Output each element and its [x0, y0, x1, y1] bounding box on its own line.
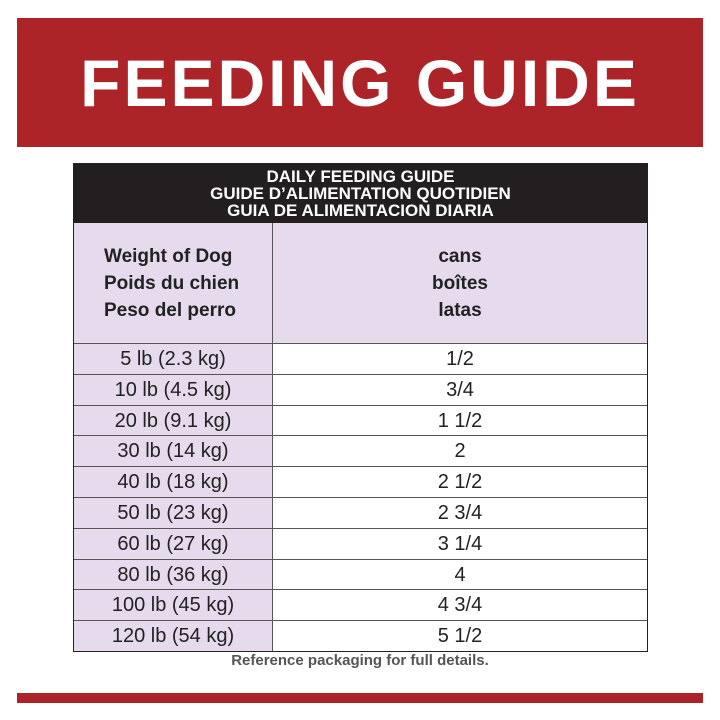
weight-cell: 30 lb (14 kg) — [74, 436, 273, 467]
amount-cell: 4 — [273, 559, 647, 590]
table-body: 5 lb (2.3 kg) 1/2 10 lb (4.5 kg) 3/4 20 lb (… — [74, 344, 647, 651]
table-row: 20 lb (9.1 kg) 1 1/2 — [74, 405, 647, 437]
header-line: Peso del perro — [104, 299, 236, 321]
weight-cell: 20 lb (9.1 kg) — [74, 405, 273, 436]
amount-cell: 1 1/2 — [273, 405, 647, 436]
table-row: 60 lb (27 kg) 3 1/4 — [74, 528, 647, 560]
header-line: Weight of Dog — [104, 245, 233, 267]
table-row: 5 lb (2.3 kg) 1/2 — [74, 344, 647, 375]
table-row: 10 lb (4.5 kg) 3/4 — [74, 374, 647, 406]
caption-line: DAILY FEEDING GUIDE — [266, 167, 455, 186]
amount-cell: 1/2 — [273, 344, 647, 374]
weight-cell: 10 lb (4.5 kg) — [74, 374, 273, 405]
footer-note: Reference packaging for full details. — [231, 652, 489, 669]
caption-line: GUIDE D’ALIMENTATION QUOTIDIEN — [210, 184, 511, 203]
amount-cell: 2 — [273, 436, 647, 467]
bottom-bar — [17, 693, 703, 703]
header-line: latas — [438, 299, 482, 321]
table-row: 100 lb (45 kg) 4 3/4 — [74, 590, 647, 622]
table-row: 30 lb (14 kg) 2 — [74, 436, 647, 468]
weight-cell: 40 lb (18 kg) — [74, 467, 273, 497]
header-line: boîtes — [432, 272, 488, 294]
table-caption: DAILY FEEDING GUIDE GUIDE D’ALIMENTATION … — [74, 164, 647, 223]
title: FEEDING GUIDE — [80, 45, 640, 120]
header-row: Weight of Dog Poids du chien Peso del perr… — [74, 223, 647, 344]
amount-cell: 2 3/4 — [273, 497, 647, 528]
column-header: Weight of Dog Poids du chien Peso del perr… — [74, 223, 273, 343]
table-row: 40 lb (18 kg) 2 1/2 — [74, 467, 647, 498]
amount-cell: 3 1/4 — [273, 528, 647, 559]
weight-cell: 80 lb (36 kg) — [74, 559, 273, 590]
weight-cell: 120 lb (54 kg) — [74, 621, 273, 651]
table-row: 50 lb (23 kg) 2 3/4 — [74, 497, 647, 529]
amount-cell: 4 3/4 — [273, 590, 647, 621]
column-header: cans boîtes latas — [273, 223, 647, 343]
weight-cell: 60 lb (27 kg) — [74, 528, 273, 559]
banner: FEEDING GUIDE — [17, 18, 703, 147]
table-row: 120 lb (54 kg) 5 1/2 — [74, 621, 647, 651]
weight-cell: 5 lb (2.3 kg) — [74, 344, 273, 374]
weight-cell: 100 lb (45 kg) — [74, 590, 273, 621]
amount-cell: 2 1/2 — [273, 467, 647, 497]
amount-cell: 5 1/2 — [273, 621, 647, 651]
amount-cell: 3/4 — [273, 374, 647, 405]
feeding-table: DAILY FEEDING GUIDE GUIDE D’ALIMENTATION … — [73, 163, 648, 652]
caption-line: GUIA DE ALIMENTACION DIARIA — [227, 201, 494, 220]
header-line: Poids du chien — [104, 272, 240, 294]
weight-cell: 50 lb (23 kg) — [74, 497, 273, 528]
table-row: 80 lb (36 kg) 4 — [74, 559, 647, 591]
header-line: cans — [438, 245, 482, 267]
